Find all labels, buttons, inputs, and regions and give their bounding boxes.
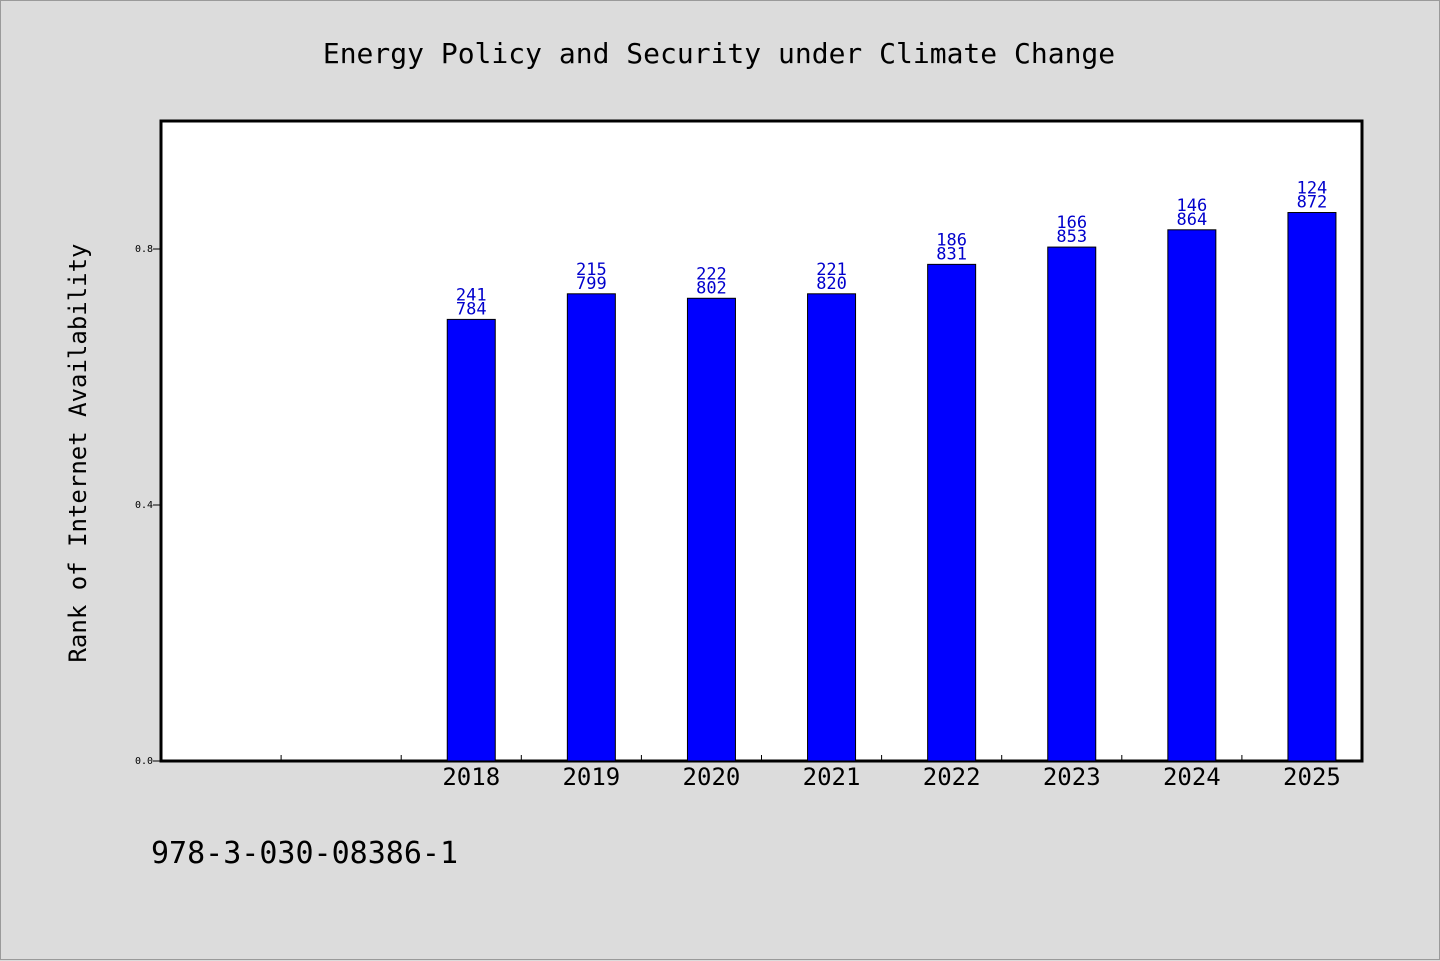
chart-title: Energy Policy and Security under Climate… bbox=[323, 37, 1115, 70]
bar bbox=[1287, 212, 1337, 762]
bar-label-top: 241 bbox=[456, 285, 487, 305]
bar bbox=[446, 318, 496, 762]
bar-label-top: 222 bbox=[696, 264, 727, 284]
bar-label-bottom: 784 bbox=[456, 299, 487, 319]
bar-label-bottom: 831 bbox=[936, 244, 967, 264]
x-tick-label: 2020 bbox=[683, 763, 741, 791]
bar-label-top: 186 bbox=[936, 230, 967, 250]
x-axis-ticks: 2018 2019 2020 2021 2022 2023 2024 2025 bbox=[280, 755, 1341, 791]
x-tick-label: 2025 bbox=[1283, 763, 1341, 791]
y-tick-label: 0.0 bbox=[135, 756, 153, 767]
x-tick-label: 2021 bbox=[803, 763, 861, 791]
isbn-label: 978-3-030-08386-1 bbox=[151, 836, 458, 871]
x-tick-label: 2022 bbox=[923, 763, 981, 791]
bar-label-top: 221 bbox=[816, 260, 847, 280]
bar bbox=[1167, 229, 1217, 762]
bar-label-bottom: 802 bbox=[696, 278, 727, 298]
bar-label-bottom: 864 bbox=[1176, 210, 1207, 230]
y-axis-label: Rank of Internet Availability bbox=[64, 243, 92, 662]
bar bbox=[927, 263, 977, 762]
bar bbox=[686, 297, 736, 762]
bar bbox=[566, 293, 616, 762]
bar-label-bottom: 820 bbox=[816, 274, 847, 294]
bar-label-top: 124 bbox=[1297, 179, 1328, 199]
y-tick-label: 0.8 bbox=[135, 244, 153, 255]
bar-label-top: 215 bbox=[576, 260, 607, 280]
bar-label-bottom: 872 bbox=[1297, 193, 1328, 213]
y-tick-label: 0.4 bbox=[135, 500, 153, 511]
bar-label-bottom: 853 bbox=[1056, 227, 1087, 247]
x-tick-label: 2018 bbox=[442, 763, 500, 791]
bar bbox=[1047, 246, 1097, 762]
bar-label-bottom: 799 bbox=[576, 274, 607, 294]
bar-label-top: 146 bbox=[1176, 196, 1207, 216]
x-tick-label: 2024 bbox=[1163, 763, 1221, 791]
bars-group bbox=[446, 212, 1337, 762]
x-tick-label: 2019 bbox=[562, 763, 620, 791]
bar bbox=[807, 293, 857, 762]
plot-area bbox=[159, 119, 1364, 763]
y-axis-ticks: 0.0 0.4 0.8 bbox=[135, 244, 161, 767]
x-tick-label: 2023 bbox=[1043, 763, 1101, 791]
bar-label-top: 166 bbox=[1056, 213, 1087, 233]
